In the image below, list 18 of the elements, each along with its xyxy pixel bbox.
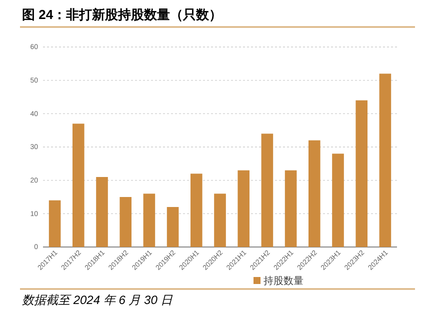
bar — [379, 74, 392, 247]
bar — [332, 154, 344, 247]
bar — [143, 194, 156, 247]
text: 数据截至 2024 年 6 月 30 日 — [22, 293, 174, 307]
bar — [308, 140, 320, 247]
bar — [72, 124, 84, 247]
bar — [48, 200, 61, 247]
bar — [261, 134, 274, 247]
bar — [190, 174, 202, 247]
bar — [120, 197, 132, 247]
bar — [214, 194, 226, 247]
bar — [284, 170, 297, 247]
legend-label: 持股数量 — [264, 275, 304, 287]
bar — [96, 177, 108, 247]
bar — [238, 170, 250, 247]
bar — [166, 207, 179, 247]
chart-title: 图 24：非打新股持股数量（只数） — [22, 7, 222, 22]
bar — [356, 100, 368, 247]
